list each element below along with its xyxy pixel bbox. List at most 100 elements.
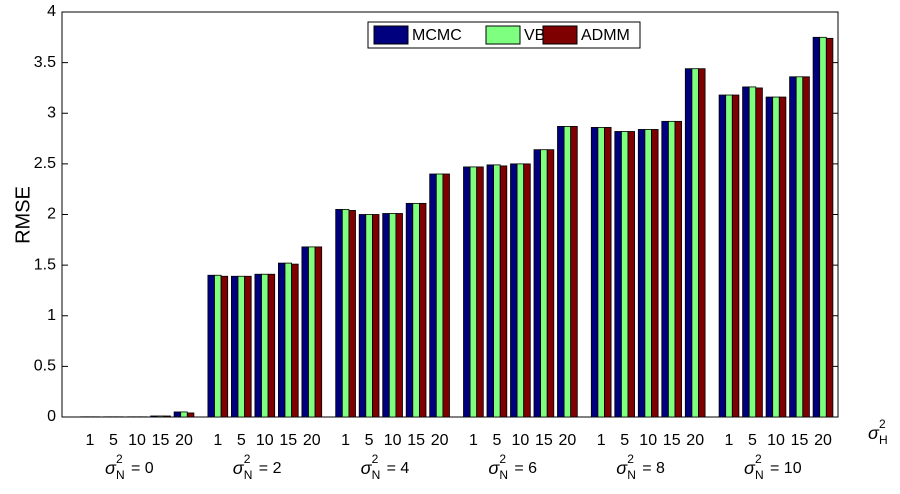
bar	[429, 173, 437, 418]
bar	[267, 273, 276, 418]
bar	[186, 412, 195, 418]
x-axis-label-symbol: σ	[868, 423, 880, 443]
bar	[812, 36, 821, 418]
bar	[405, 202, 414, 418]
y-tick-label: 0	[47, 408, 56, 425]
bar	[180, 411, 188, 418]
bar	[395, 213, 403, 418]
group-label-sup: 2	[372, 452, 379, 466]
group-label-text: = 6	[514, 460, 537, 477]
bar	[301, 246, 309, 418]
group-label-symbol: σ	[744, 458, 756, 478]
bar	[341, 209, 350, 418]
group-label-sub: N	[116, 468, 125, 482]
bar	[314, 246, 323, 418]
bar	[365, 214, 373, 418]
bar	[802, 76, 810, 418]
bar	[597, 127, 605, 418]
x-tick-label: 20	[814, 432, 832, 449]
bar	[523, 163, 531, 418]
group-label-text: = 4	[387, 460, 410, 477]
bar	[254, 273, 262, 418]
group-label-text: = 0	[131, 460, 154, 477]
y-tick-label: 2.5	[34, 155, 56, 172]
bar	[308, 246, 316, 418]
bar	[691, 68, 699, 418]
x-tick-label: 10	[639, 432, 657, 449]
x-tick-label: 10	[128, 432, 146, 449]
bar	[795, 76, 804, 418]
legend-label: VB	[524, 27, 545, 44]
bar	[718, 94, 727, 418]
x-tick-label: 5	[365, 432, 374, 449]
bar	[742, 86, 750, 418]
y-axis-label: RMSE	[12, 186, 34, 244]
bar	[698, 68, 706, 418]
x-tick-label: 15	[663, 432, 681, 449]
x-tick-label: 20	[559, 432, 577, 449]
bar	[825, 37, 834, 418]
group-label-text: = 2	[259, 460, 282, 477]
x-tick-label: 10	[767, 432, 785, 449]
bar	[661, 120, 669, 418]
bar	[563, 126, 572, 418]
bar	[486, 164, 494, 418]
bar	[335, 209, 343, 418]
bar	[358, 214, 367, 418]
x-tick-label: 5	[748, 432, 757, 449]
bar	[772, 96, 780, 418]
x-tick-label: 5	[237, 432, 246, 449]
bar	[644, 129, 652, 418]
bar	[493, 164, 501, 418]
bar	[789, 76, 797, 418]
bar	[207, 274, 215, 418]
bar	[382, 213, 390, 418]
group-label-sub: N	[755, 468, 764, 482]
x-axis-label-sup: 2	[879, 417, 886, 431]
bar	[261, 273, 269, 418]
group-label-symbol: σ	[488, 458, 500, 478]
bar	[755, 87, 763, 418]
bar	[412, 202, 420, 418]
group-label-text: = 8	[642, 460, 665, 477]
y-tick-label: 0.5	[34, 358, 56, 375]
bar	[220, 275, 229, 418]
bar	[590, 127, 599, 418]
legend-swatch	[542, 25, 578, 45]
bar	[214, 274, 222, 418]
group-label-sup: 2	[499, 452, 506, 466]
bar	[614, 131, 622, 418]
y-tick-label: 4	[47, 3, 56, 20]
x-tick-label: 15	[279, 432, 297, 449]
bar	[476, 166, 484, 418]
group-label-sup: 2	[627, 452, 634, 466]
x-tick-label: 20	[686, 432, 704, 449]
bar	[684, 68, 693, 418]
x-tick-label: 15	[407, 432, 425, 449]
legend-swatch	[485, 25, 521, 45]
group-label-text: = 10	[770, 460, 802, 477]
y-tick-label: 2	[47, 206, 56, 223]
group-label-symbol: σ	[361, 458, 373, 478]
group-label-sub: N	[372, 468, 381, 482]
bar	[557, 126, 565, 418]
bar	[765, 96, 774, 418]
bar	[237, 275, 245, 418]
bar	[627, 131, 635, 418]
x-tick-label: 1	[597, 432, 606, 449]
bar	[173, 411, 182, 418]
bar	[778, 96, 787, 418]
group-label-sub: N	[627, 468, 636, 482]
group-label-sub: N	[244, 468, 253, 482]
x-tick-label: 15	[152, 432, 170, 449]
y-tick-label: 3	[47, 104, 56, 121]
x-tick-label: 5	[109, 432, 118, 449]
x-tick-label: 10	[384, 432, 402, 449]
x-tick-label: 1	[725, 432, 734, 449]
bar	[516, 163, 525, 418]
x-tick-label: 20	[431, 432, 449, 449]
bar	[570, 126, 578, 418]
group-label-sup: 2	[244, 452, 251, 466]
bar	[499, 165, 508, 418]
x-tick-label: 10	[512, 432, 530, 449]
